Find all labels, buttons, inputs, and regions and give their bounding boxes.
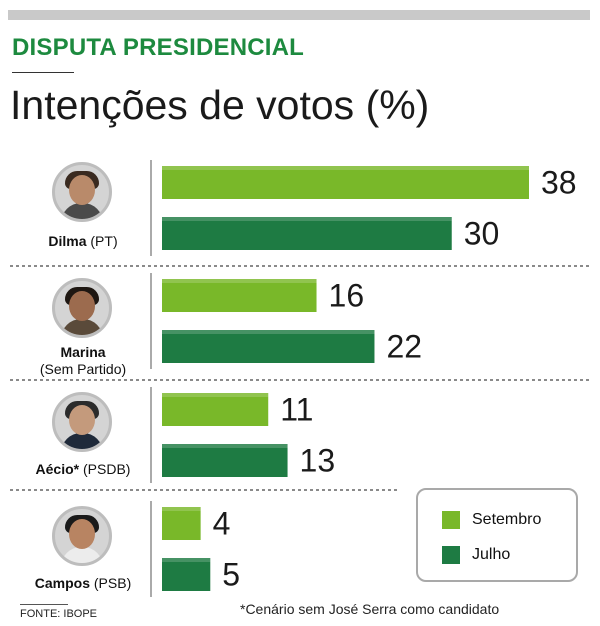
candidate-party: (PT) xyxy=(90,233,118,249)
bar-highlight-marina-julho xyxy=(162,330,375,334)
candidate-name: Campos xyxy=(34,575,90,591)
data-label-marina-julho: 22 xyxy=(386,329,422,365)
avatar-dilma xyxy=(52,162,112,222)
avatar-marina xyxy=(52,278,112,338)
bar-marina-julho xyxy=(162,330,375,363)
data-label-campos-setembro: 4 xyxy=(213,506,231,542)
avatar-aecio xyxy=(52,392,112,452)
bar-acio-setembro xyxy=(162,393,269,426)
legend: Setembro Julho xyxy=(416,488,578,582)
legend-label: Setembro xyxy=(472,511,542,528)
candidate-label-campos: Campos (PSB) xyxy=(8,575,158,592)
section-kicker: DISPUTA PRESIDENCIAL xyxy=(12,34,305,61)
bar-highlight-dilma-julho xyxy=(162,217,452,221)
candidate-name: Marina xyxy=(60,344,106,360)
kicker-divider xyxy=(12,72,74,73)
candidate-name: Dilma xyxy=(48,233,87,249)
candidate-label-aecio: Aécio* (PSDB) xyxy=(8,461,158,478)
bar-campos-setembro xyxy=(162,507,201,540)
bar-dilma-julho xyxy=(162,217,452,250)
top-bar xyxy=(8,10,590,20)
bar-dilma-setembro xyxy=(162,166,529,199)
bar-campos-julho xyxy=(162,558,211,591)
bar-highlight-acio-setembro xyxy=(162,393,269,397)
bar-acio-julho xyxy=(162,444,288,477)
candidate-label-marina: Marina (Sem Partido) xyxy=(8,344,158,378)
bar-highlight-campos-julho xyxy=(162,558,211,562)
candidate-party: (Sem Partido) xyxy=(39,361,127,377)
candidate-label-dilma: Dilma (PT) xyxy=(8,233,158,250)
legend-swatch-setembro xyxy=(442,511,460,529)
avatar-campos xyxy=(52,506,112,566)
bar-highlight-dilma-setembro xyxy=(162,166,529,170)
candidate-party: (PSDB) xyxy=(83,461,131,477)
source-divider xyxy=(20,604,68,605)
footnote: *Cenário sem José Serra como candidato xyxy=(240,601,500,617)
data-label-acio-setembro: 11 xyxy=(280,392,313,428)
data-label-dilma-setembro: 38 xyxy=(541,165,577,201)
bar-highlight-acio-julho xyxy=(162,444,288,448)
legend-label: Julho xyxy=(472,546,511,563)
source-text: FONTE: IBOPE xyxy=(20,608,98,620)
candidate-name: Aécio* xyxy=(35,461,80,477)
data-label-dilma-julho: 30 xyxy=(464,216,500,252)
data-label-marina-setembro: 16 xyxy=(329,278,365,314)
data-label-campos-julho: 5 xyxy=(222,557,240,593)
bar-highlight-campos-setembro xyxy=(162,507,201,511)
legend-item-julho: Julho xyxy=(442,544,510,566)
chart-title: Intenções de votos (%) xyxy=(10,82,430,128)
legend-item-setembro: Setembro xyxy=(442,509,541,531)
data-label-acio-julho: 13 xyxy=(300,443,336,479)
bar-marina-setembro xyxy=(162,279,317,312)
legend-swatch-julho xyxy=(442,546,460,564)
bar-highlight-marina-setembro xyxy=(162,279,317,283)
candidate-party: (PSB) xyxy=(93,575,132,591)
